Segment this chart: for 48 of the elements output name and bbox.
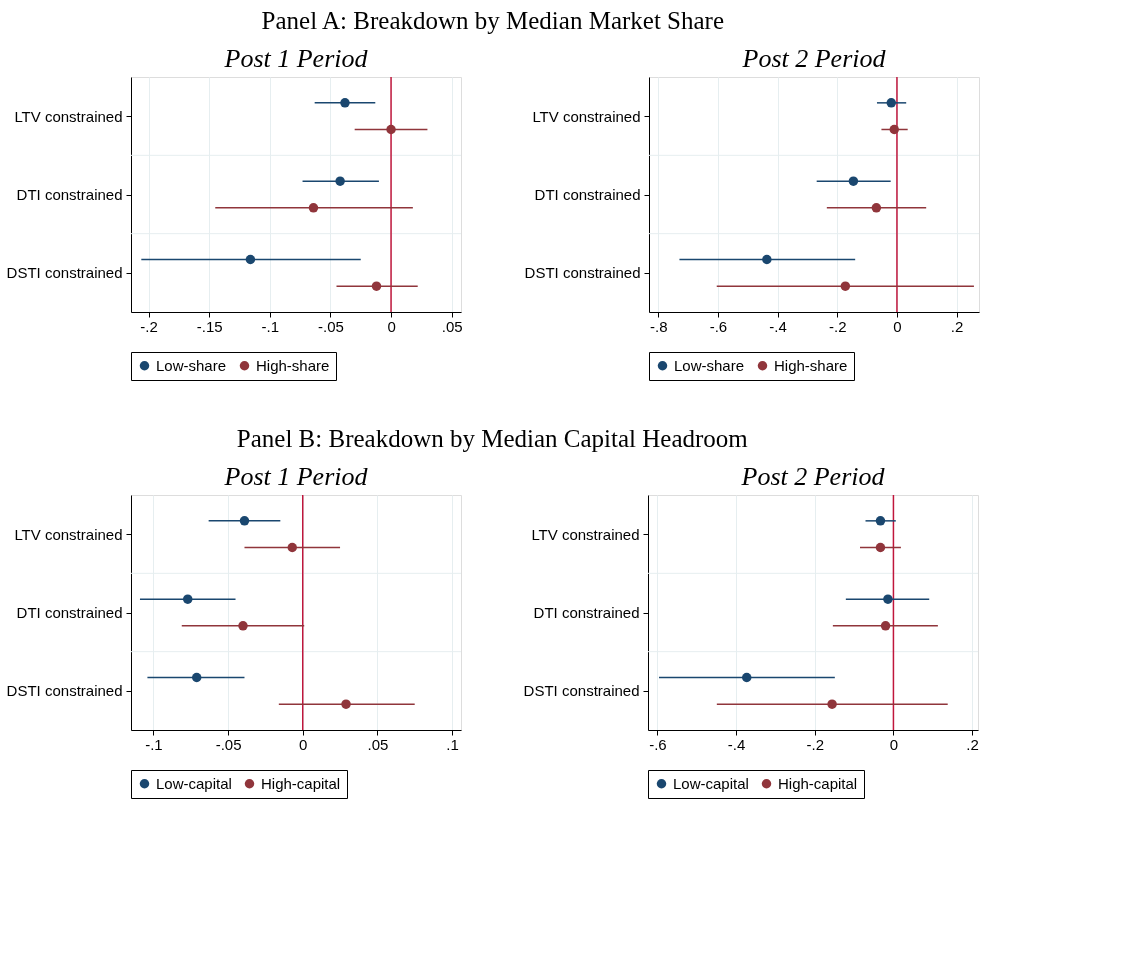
- x-tick-label: -.6: [649, 735, 667, 753]
- x-tick-label: .1: [446, 735, 459, 753]
- x-tick-label: -.2: [806, 735, 825, 753]
- y-tick-label: DTI constrained: [534, 186, 641, 203]
- y-tick-label: DSTI constrained: [6, 264, 123, 282]
- legend-label: High-share: [256, 356, 330, 374]
- y-tick-label: LTV constrained: [531, 525, 640, 543]
- x-tick-label: -.1: [261, 317, 280, 335]
- chart-title: Post 1 Period: [223, 462, 369, 492]
- chart-title: Post 2 Period: [741, 44, 887, 74]
- chart-title: Post 2 Period: [740, 462, 886, 492]
- x-tick-label: -.1: [145, 735, 163, 753]
- y-tick-label: DSTI constrained: [524, 264, 641, 282]
- x-tick-label: 0: [387, 317, 396, 335]
- y-tick-label: DSTI constrained: [6, 682, 123, 700]
- y-tick-label: DTI constrained: [16, 604, 123, 621]
- x-tick-label: .05: [441, 317, 463, 335]
- x-tick-label: 0: [893, 317, 902, 335]
- legend-label: Low-share: [674, 356, 745, 374]
- x-tick-label: .2: [950, 317, 964, 335]
- legend-label: Low-capital: [673, 774, 749, 792]
- text: Panel B: Breakdown by Median Capital Headroom: [236, 424, 749, 452]
- x-tick-label: -.4: [727, 735, 746, 753]
- legend-label: Low-capital: [156, 774, 232, 792]
- text: Panel A: Breakdown by Median Market Share: [261, 6, 724, 34]
- chart-title: Post 1 Period: [223, 44, 369, 74]
- x-tick-label: -.6: [709, 317, 728, 335]
- x-tick-label: 0: [889, 735, 899, 753]
- x-tick-label: .2: [966, 735, 979, 753]
- legend-label: High-capital: [261, 774, 341, 792]
- y-tick-label: DTI constrained: [533, 604, 640, 621]
- legend-label: High-share: [774, 356, 848, 374]
- y-tick-label: DTI constrained: [16, 186, 123, 203]
- x-tick-label: -.15: [196, 317, 223, 335]
- x-tick-label: -.4: [769, 317, 787, 335]
- y-tick-label: DSTI constrained: [523, 682, 640, 700]
- y-tick-label: LTV constrained: [14, 525, 123, 543]
- x-tick-label: -.2: [829, 317, 847, 335]
- x-tick-label: -.05: [318, 317, 344, 335]
- x-tick-label: -.05: [215, 735, 242, 753]
- x-tick-label: .05: [367, 735, 389, 753]
- y-tick-label: LTV constrained: [14, 107, 123, 125]
- y-tick-label: LTV constrained: [532, 107, 641, 125]
- x-tick-label: -.2: [140, 317, 158, 335]
- legend-label: Low-share: [156, 356, 227, 374]
- x-tick-label: 0: [299, 735, 308, 753]
- legend-label: High-capital: [778, 774, 858, 792]
- x-tick-label: -.8: [649, 317, 668, 335]
